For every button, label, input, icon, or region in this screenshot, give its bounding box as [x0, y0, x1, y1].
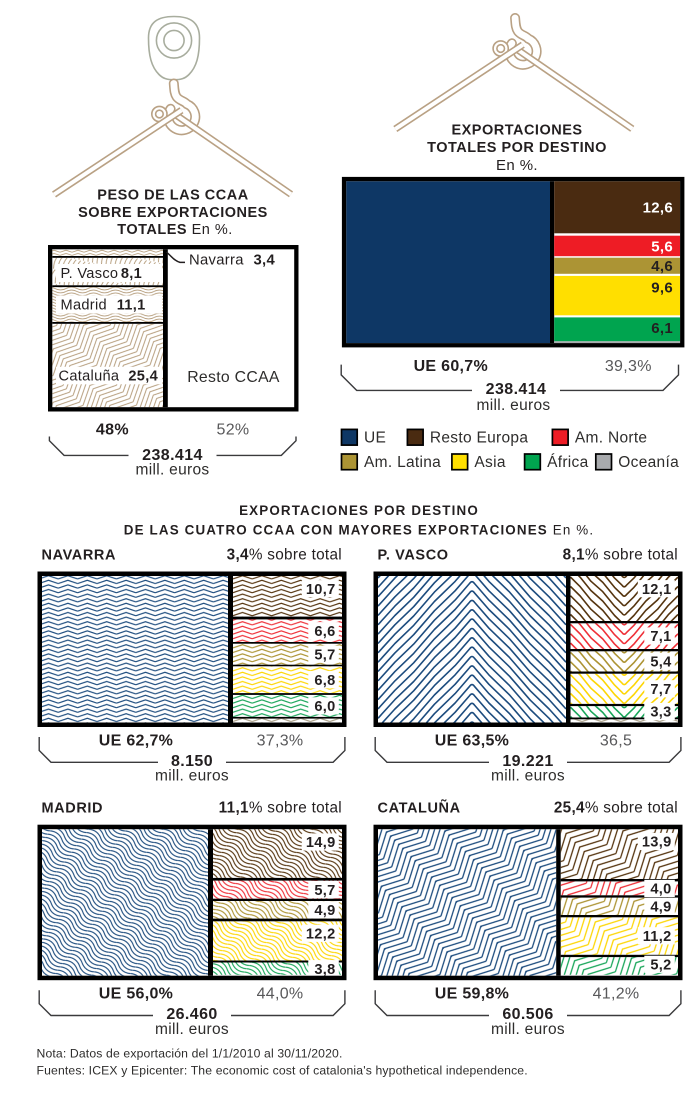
svg-text:Fuentes: ICEX y Epicenter: The: Fuentes: ICEX y Epicenter: The economic … [37, 1063, 528, 1077]
svg-text:5,4: 5,4 [650, 655, 672, 671]
svg-text:TOTALES En %.: TOTALES En %. [117, 222, 233, 238]
svg-text:UE: UE [364, 429, 386, 446]
svg-text:Am. Norte: Am. Norte [575, 429, 647, 446]
svg-text:Madrid: Madrid [61, 297, 107, 313]
svg-text:mill. euros: mill. euros [491, 1021, 565, 1038]
svg-text:238.414: 238.414 [142, 447, 203, 464]
svg-text:26.460: 26.460 [166, 1006, 217, 1023]
svg-text:11,1: 11,1 [117, 297, 146, 313]
svg-text:12,2: 12,2 [306, 927, 336, 943]
svg-text:60.506: 60.506 [502, 1006, 553, 1023]
svg-text:CATALUÑA: CATALUÑA [378, 799, 461, 817]
svg-text:Resto CCAA: Resto CCAA [187, 369, 280, 386]
svg-text:6,1: 6,1 [651, 320, 673, 337]
svg-text:7,7: 7,7 [650, 682, 671, 698]
svg-text:12,1: 12,1 [642, 582, 672, 598]
svg-text:4,9: 4,9 [314, 903, 335, 919]
svg-text:11,1% sobre total: 11,1% sobre total [219, 800, 342, 817]
svg-text:7,1: 7,1 [650, 629, 671, 645]
svg-text:19.221: 19.221 [502, 753, 553, 770]
svg-text:Cataluña: Cataluña [59, 368, 120, 384]
svg-text:UE 60,7%: UE 60,7% [414, 358, 488, 375]
svg-text:5,7: 5,7 [314, 647, 335, 663]
svg-text:EXPORTACIONES POR DESTINO: EXPORTACIONES POR DESTINO [239, 503, 479, 518]
svg-text:MADRID: MADRID [42, 801, 104, 817]
svg-text:41,2%: 41,2% [593, 986, 640, 1003]
svg-text:UE 59,8%: UE 59,8% [435, 986, 509, 1003]
svg-text:mill. euros: mill. euros [155, 768, 229, 785]
svg-text:África: África [547, 454, 588, 471]
svg-text:13,9: 13,9 [642, 835, 672, 851]
svg-text:3,3: 3,3 [650, 705, 671, 721]
svg-text:Navarra: Navarra [189, 252, 244, 268]
svg-text:6,0: 6,0 [314, 699, 335, 715]
svg-text:11,2: 11,2 [643, 929, 672, 945]
svg-text:Oceanía: Oceanía [618, 454, 679, 471]
svg-text:9,6: 9,6 [651, 279, 673, 296]
svg-text:P. Vasco: P. Vasco [61, 266, 119, 282]
svg-text:39,3%: 39,3% [605, 358, 652, 375]
svg-text:SOBRE EXPORTACIONES: SOBRE EXPORTACIONES [78, 205, 268, 221]
svg-text:8,1: 8,1 [121, 266, 142, 282]
svg-text:52%: 52% [217, 422, 250, 439]
svg-text:Asia: Asia [474, 454, 505, 471]
svg-text:36,5: 36,5 [600, 733, 632, 750]
svg-text:3,8: 3,8 [314, 962, 335, 978]
svg-text:25,4% sobre total: 25,4% sobre total [554, 800, 678, 817]
svg-text:14,9: 14,9 [306, 835, 336, 851]
svg-text:4,0: 4,0 [650, 882, 671, 898]
svg-text:8.150: 8.150 [171, 753, 213, 770]
svg-text:DE LAS CUATRO CCAA CON MAYORES: DE LAS CUATRO CCAA CON MAYORES EXPORTACI… [124, 522, 594, 537]
svg-text:12,6: 12,6 [643, 200, 673, 217]
svg-text:44,0%: 44,0% [257, 986, 304, 1003]
svg-text:P. VASCO: P. VASCO [378, 548, 449, 564]
svg-text:Nota: Datos de exportación del: Nota: Datos de exportación del 1/1/2010 … [37, 1047, 343, 1061]
svg-text:PESO DE LAS CCAA: PESO DE LAS CCAA [97, 187, 248, 203]
svg-text:3,4: 3,4 [254, 252, 276, 268]
svg-text:8,1% sobre total: 8,1% sobre total [563, 547, 678, 564]
svg-text:6,6: 6,6 [314, 624, 335, 640]
svg-text:5,2: 5,2 [650, 958, 671, 974]
svg-text:4,6: 4,6 [651, 258, 673, 275]
svg-text:25,4: 25,4 [128, 368, 158, 384]
svg-text:mill. euros: mill. euros [136, 461, 210, 478]
svg-text:238.414: 238.414 [486, 381, 547, 398]
svg-text:10,7: 10,7 [306, 582, 336, 598]
svg-text:48%: 48% [96, 422, 129, 439]
svg-text:UE 62,7%: UE 62,7% [99, 733, 173, 750]
svg-text:mill. euros: mill. euros [491, 768, 565, 785]
svg-text:37,3%: 37,3% [257, 733, 304, 750]
svg-text:4,9: 4,9 [650, 900, 671, 916]
svg-text:mill. euros: mill. euros [477, 397, 551, 414]
svg-text:UE 56,0%: UE 56,0% [99, 986, 173, 1003]
svg-text:En %.: En %. [496, 157, 538, 174]
svg-text:EXPORTACIONES: EXPORTACIONES [451, 122, 582, 138]
svg-text:3,4% sobre total: 3,4% sobre total [227, 547, 342, 564]
svg-text:TOTALES POR DESTINO: TOTALES POR DESTINO [427, 140, 607, 156]
svg-text:5,6: 5,6 [651, 238, 673, 255]
svg-text:5,7: 5,7 [314, 883, 335, 899]
svg-text:6,8: 6,8 [314, 673, 335, 689]
svg-text:UE 63,5%: UE 63,5% [435, 733, 509, 750]
svg-text:NAVARRA: NAVARRA [42, 548, 117, 564]
svg-text:Am. Latina: Am. Latina [364, 454, 441, 471]
svg-text:mill. euros: mill. euros [155, 1021, 229, 1038]
svg-text:Resto Europa: Resto Europa [430, 429, 528, 446]
